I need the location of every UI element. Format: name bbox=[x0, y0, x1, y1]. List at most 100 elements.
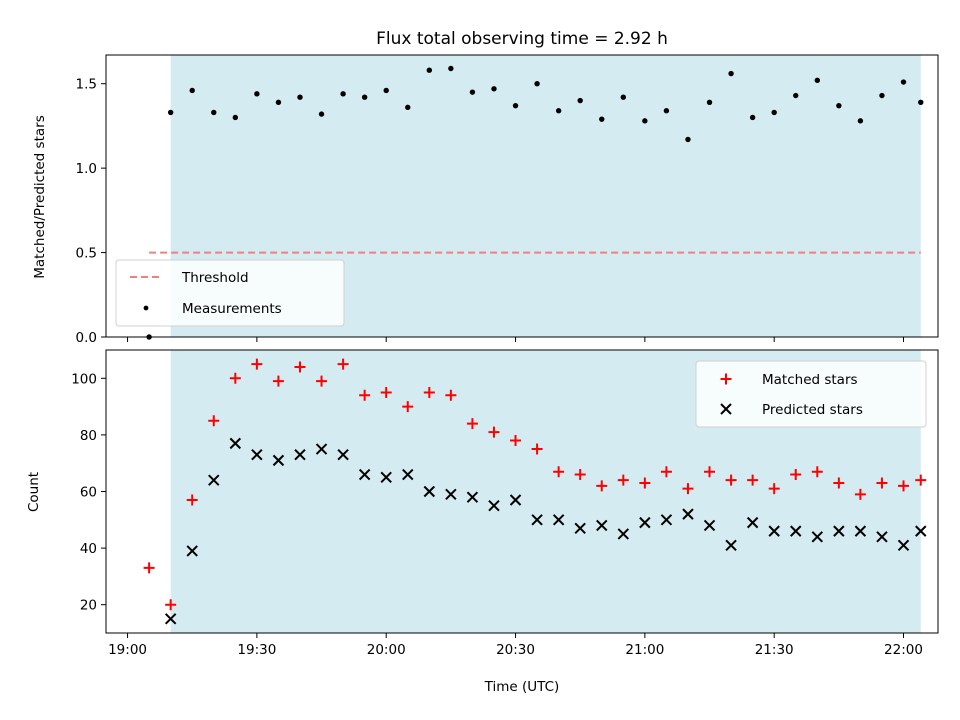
bottom-legend: Matched stars Predicted stars bbox=[695, 360, 927, 428]
measurements-point bbox=[469, 89, 476, 95]
measurements-point bbox=[642, 118, 648, 124]
measurements-point bbox=[836, 102, 842, 109]
legend-label: Threshold bbox=[181, 270, 249, 286]
matched-stars-point bbox=[316, 375, 328, 387]
predicted-stars-point bbox=[574, 522, 586, 534]
bottom-y-tick-label: 100 bbox=[71, 371, 97, 387]
measurements-point bbox=[211, 109, 217, 116]
measurements-point bbox=[189, 87, 195, 94]
matched-stars-point bbox=[229, 372, 241, 384]
measurements-point bbox=[232, 114, 239, 121]
legend-label: Measurements bbox=[182, 301, 282, 317]
predicted-stars-point bbox=[790, 525, 802, 537]
predicted-stars-point bbox=[229, 437, 242, 450]
matched-stars-point bbox=[574, 469, 586, 481]
legend-marker bbox=[720, 373, 732, 385]
measurements-point bbox=[254, 91, 260, 97]
top-legend: Threshold Measurements bbox=[115, 259, 345, 327]
predicted-stars-point bbox=[445, 488, 457, 501]
measurements-point bbox=[685, 136, 691, 143]
x-tick-label: 20:30 bbox=[496, 642, 535, 658]
matched-stars-point bbox=[423, 386, 435, 398]
chart-title: Flux total observing time = 2.92 h bbox=[376, 29, 668, 49]
matched-stars-point bbox=[704, 466, 716, 478]
measurements-point bbox=[318, 111, 325, 117]
measurements-point bbox=[534, 81, 540, 87]
measurements-point bbox=[448, 65, 454, 72]
bottom-legend-box bbox=[695, 360, 927, 428]
matched-stars-point bbox=[596, 480, 608, 492]
predicted-stars-point bbox=[358, 468, 371, 481]
predicted-stars-point bbox=[294, 449, 306, 461]
x-tick-label: 22:00 bbox=[884, 642, 923, 658]
matched-stars-point bbox=[402, 401, 414, 413]
matched-stars-point bbox=[898, 480, 910, 492]
bottom-y-tick-label: 80 bbox=[80, 428, 97, 444]
matched-stars-point bbox=[639, 477, 651, 489]
predicted-stars-point bbox=[251, 449, 263, 461]
measurements-point bbox=[663, 108, 670, 114]
measurements-point bbox=[555, 108, 562, 114]
predicted-stars-point bbox=[402, 468, 414, 481]
legend-label: Matched stars bbox=[762, 372, 858, 388]
measurements-point bbox=[361, 94, 368, 100]
measurements-point bbox=[900, 79, 907, 85]
measurements-point bbox=[706, 99, 713, 105]
top-y-axis-label: Matched/Predicted stars bbox=[32, 115, 48, 278]
predicted-stars-point bbox=[833, 525, 845, 537]
predicted-stars-point bbox=[596, 519, 608, 532]
predicted-stars-point bbox=[315, 443, 328, 455]
x-tick-label: 20:00 bbox=[367, 642, 406, 658]
matched-stars-point bbox=[811, 466, 823, 478]
predicted-stars-point bbox=[876, 531, 888, 543]
measurements-point bbox=[814, 77, 820, 84]
matched-stars-point bbox=[531, 443, 543, 455]
measurements-point bbox=[405, 104, 411, 111]
measurements-point bbox=[879, 92, 885, 99]
bottom-y-tick-label: 60 bbox=[80, 485, 97, 501]
predicted-stars-point bbox=[703, 519, 716, 532]
predicted-stars-point bbox=[617, 528, 630, 540]
matched-stars-point bbox=[747, 474, 759, 486]
matched-stars-point bbox=[466, 418, 478, 430]
flux-ratio-panel: 0.0 0.5 1.0 1.5 Threshold Measurements bbox=[76, 54, 939, 346]
predicted-stars-point bbox=[380, 471, 392, 484]
matched-stars-point bbox=[294, 361, 306, 373]
measurements-point bbox=[620, 94, 627, 100]
bottom-y-tick-label: 20 bbox=[80, 598, 97, 614]
predicted-stars-point bbox=[854, 525, 867, 537]
matched-stars-point bbox=[833, 477, 845, 489]
measurements-point bbox=[857, 118, 864, 124]
measurements-point bbox=[275, 99, 282, 105]
x-tick-label: 21:00 bbox=[625, 642, 664, 658]
matched-stars-point bbox=[682, 483, 694, 495]
measurements-point bbox=[383, 87, 389, 94]
legend-label: Predicted stars bbox=[762, 402, 863, 418]
predicted-stars-point bbox=[208, 474, 220, 486]
matched-stars-point bbox=[854, 488, 866, 500]
predicted-stars-point bbox=[725, 539, 737, 551]
measurements-point bbox=[297, 94, 303, 100]
matched-stars-point bbox=[165, 599, 177, 611]
measurements-point bbox=[771, 109, 777, 116]
measurements-point bbox=[728, 70, 734, 77]
measurements-point bbox=[918, 99, 924, 105]
measurements-point bbox=[167, 109, 174, 116]
measurements-point bbox=[599, 116, 605, 122]
predicted-stars-point bbox=[746, 516, 759, 529]
matched-stars-point bbox=[186, 494, 198, 506]
matched-stars-point bbox=[143, 562, 155, 574]
predicted-stars-point bbox=[768, 525, 780, 537]
matched-stars-point bbox=[553, 466, 565, 478]
matched-stars-point bbox=[617, 474, 629, 486]
x-axis-label: Time (UTC) bbox=[484, 679, 560, 695]
bottom-y-axis-label: Count bbox=[26, 472, 42, 512]
x-tick-label: 19:30 bbox=[237, 642, 276, 658]
matched-stars-point bbox=[251, 358, 263, 370]
predicted-stars-point bbox=[915, 525, 927, 537]
matched-stars-point bbox=[337, 358, 349, 370]
matched-stars-point bbox=[272, 375, 284, 387]
x-tick-label: 19:00 bbox=[108, 642, 147, 658]
predicted-stars-point bbox=[337, 449, 349, 461]
